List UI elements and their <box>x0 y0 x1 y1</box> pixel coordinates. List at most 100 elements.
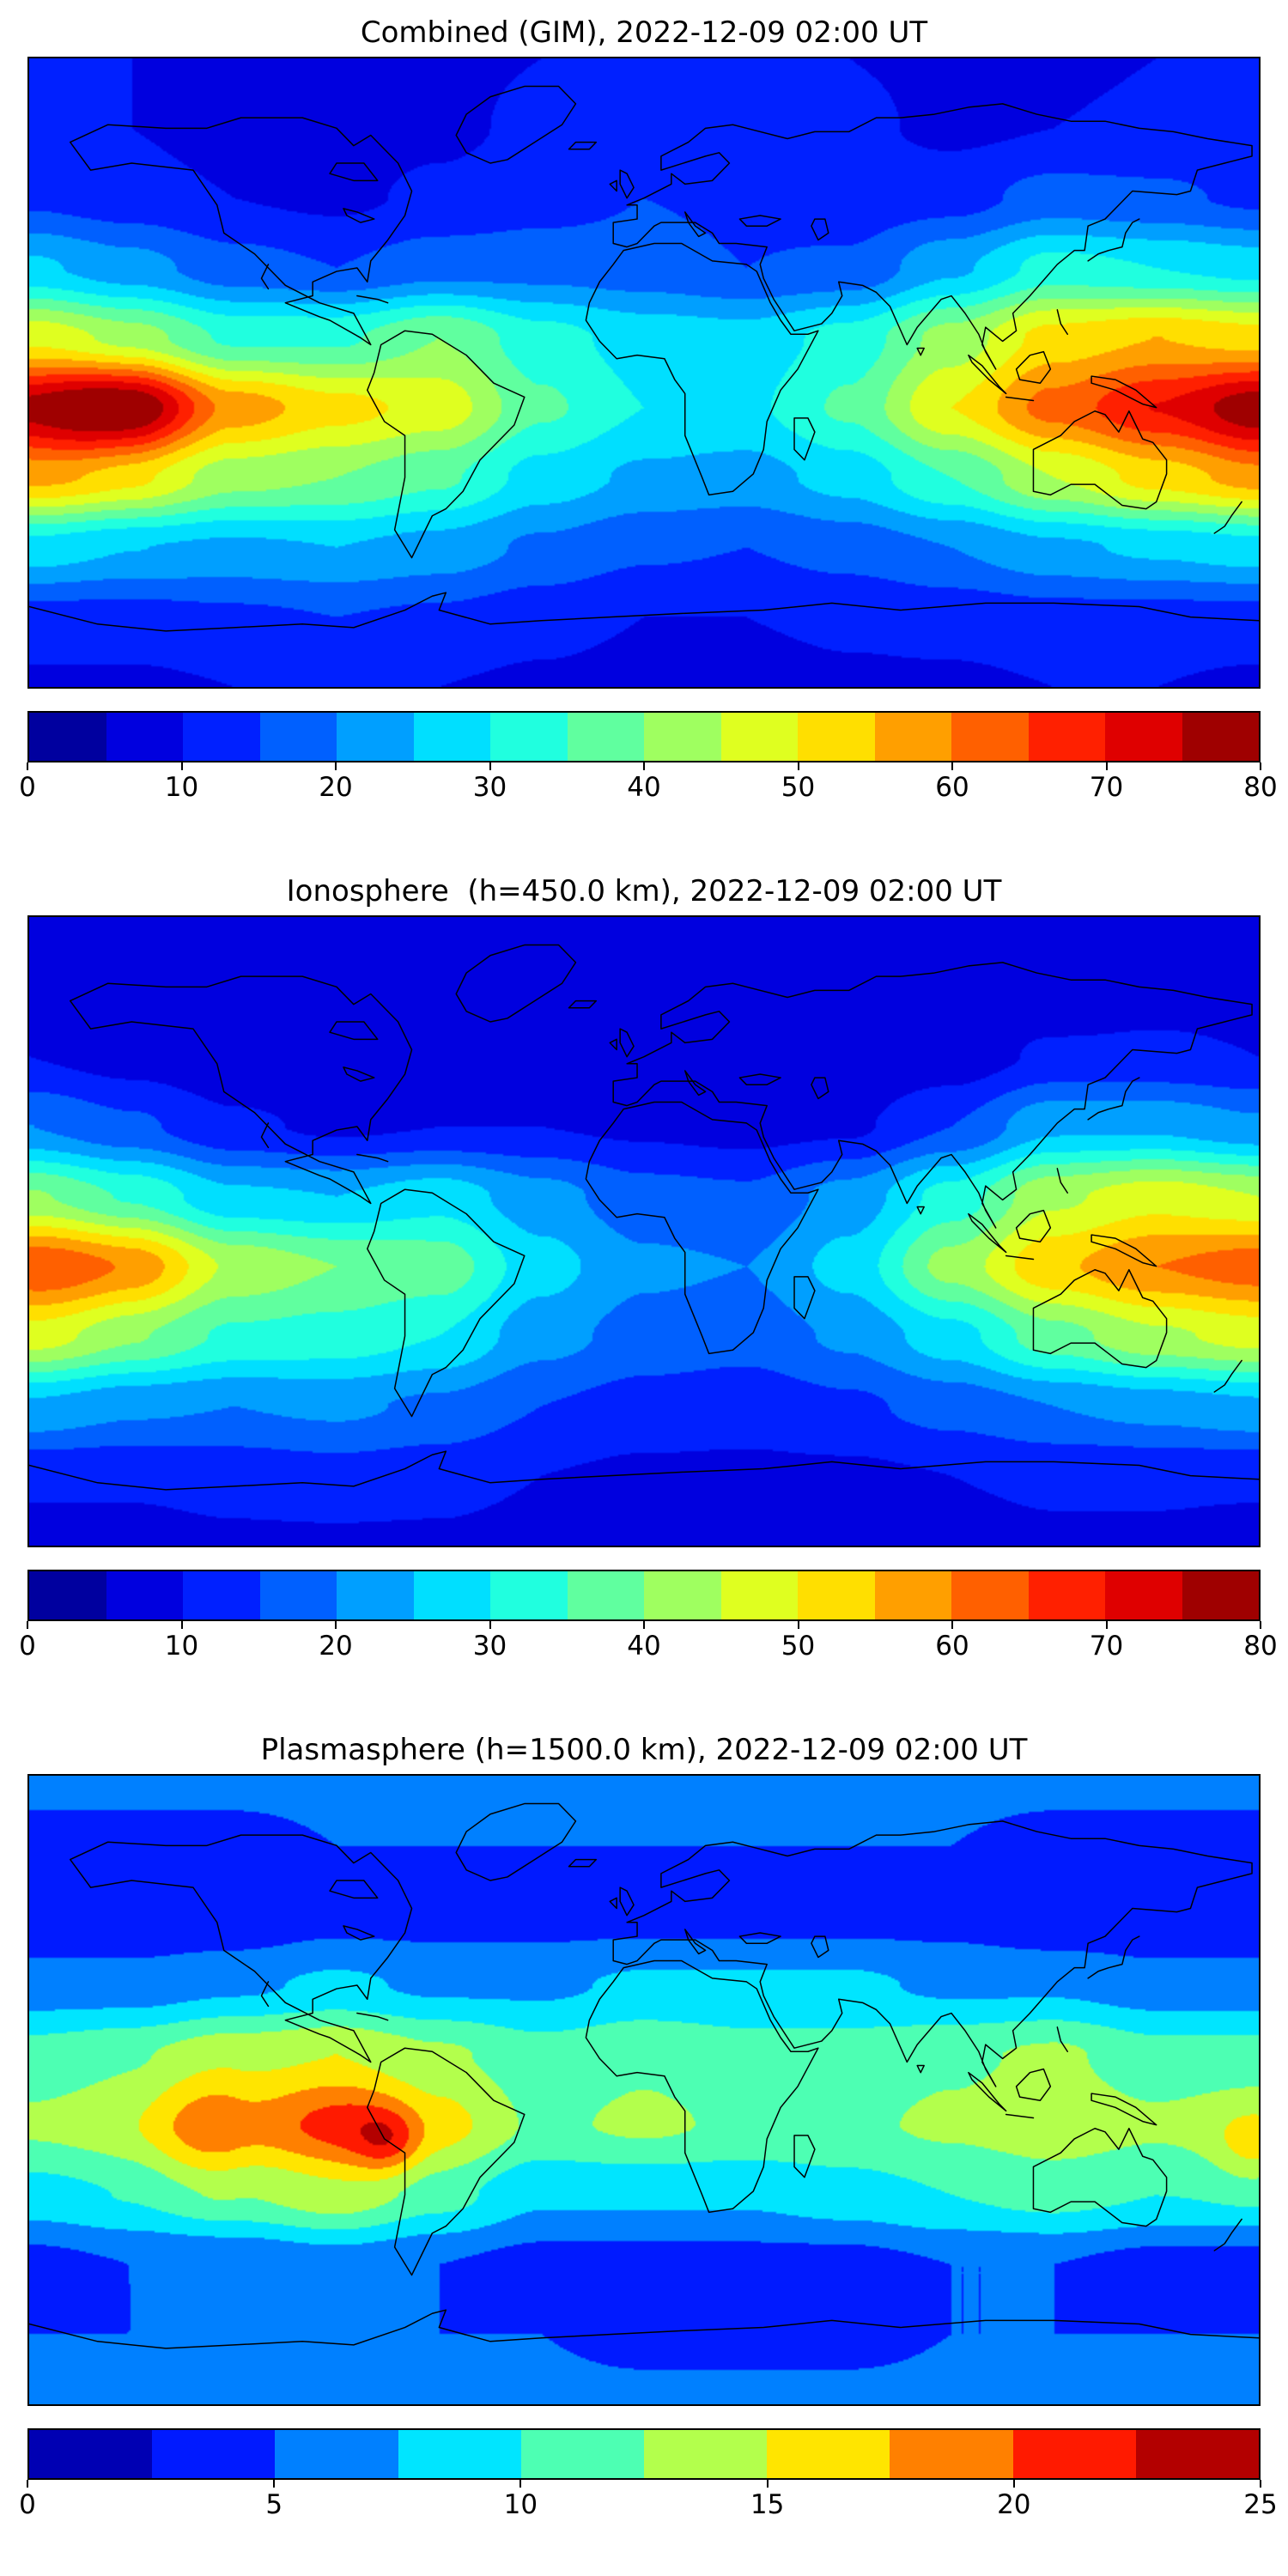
coastline-path <box>685 212 706 236</box>
coastline-path <box>739 1933 781 1943</box>
colorbar-gradient <box>29 1571 1259 1619</box>
coastlines-overlay <box>29 58 1259 687</box>
coastline-path <box>586 1103 817 1354</box>
colorbar-tick <box>643 762 645 770</box>
colorbar-tick-label: 10 <box>164 772 199 803</box>
colorbar-tick-label: 70 <box>1089 1631 1124 1662</box>
colorbar-tick <box>951 762 953 770</box>
colorbar-tick-label: 10 <box>164 1631 199 1662</box>
colorbar-tick-label: 20 <box>319 1631 353 1662</box>
colorbar-tick <box>797 1621 799 1629</box>
colorbar-ionosphere <box>27 1570 1261 1621</box>
coastline-path <box>368 1189 525 1416</box>
colorbar-tick-label: 10 <box>503 2489 538 2520</box>
coastline-path <box>1091 2093 1157 2125</box>
colorbar-tick <box>335 762 337 770</box>
coastline-path <box>261 1982 268 2006</box>
coastline-path <box>794 2136 815 2178</box>
colorbar-tick-label: 0 <box>19 1631 36 1662</box>
coastline-path <box>739 216 781 226</box>
colorbar-gradient <box>29 2430 1259 2478</box>
coastline-path <box>811 1078 829 1098</box>
colorbar-tick <box>27 1621 28 1629</box>
colorbar-tick-labels: 0 10 20 30 40 50 60 70 80 <box>19 762 1278 809</box>
colorbar-tick <box>1012 2480 1015 2488</box>
colorbar-tick-label: 5 <box>265 2489 283 2520</box>
colorbar-tick-label: 70 <box>1089 772 1124 803</box>
coastline-path <box>610 1039 617 1049</box>
coastline-path <box>1214 501 1242 533</box>
coastline-path <box>917 1207 924 1214</box>
world-map-combined <box>27 57 1261 689</box>
colorbar-tick <box>519 2480 522 2488</box>
coastline-path <box>1006 2114 1034 2117</box>
colorbar-tick <box>1260 2480 1261 2488</box>
tec-heatmap-canvas <box>29 58 1259 687</box>
colorbar-combined <box>27 711 1261 762</box>
panel-title-ionosphere: Ionosphere (h=450.0 km), 2022-12-09 02:0… <box>286 874 1002 908</box>
panel-ionosphere: Ionosphere (h=450.0 km), 2022-12-09 02:0… <box>0 859 1288 1717</box>
panel-title-plasmasphere: Plasmasphere (h=1500.0 km), 2022-12-09 0… <box>260 1733 1028 1767</box>
coastline-path <box>456 1804 575 1880</box>
coastline-path <box>1033 411 1166 509</box>
coastline-path <box>620 1029 634 1057</box>
coastline-path <box>456 945 575 1022</box>
colorbar-tick <box>643 1621 645 1629</box>
colorbar-plasmasphere <box>27 2428 1261 2480</box>
coastline-path <box>70 118 412 344</box>
colorbar-tick <box>1260 1621 1261 1629</box>
coastline-path <box>343 209 374 222</box>
coastline-path <box>1214 2219 1242 2251</box>
tec-heatmap-canvas <box>29 917 1259 1546</box>
coastline-path <box>1088 1936 1139 1978</box>
coastline-path <box>620 170 634 198</box>
coastline-path <box>586 244 817 495</box>
coastline-path <box>739 1074 781 1084</box>
coastline-path <box>343 1067 374 1081</box>
coastline-path <box>29 592 1259 631</box>
coastline-path <box>620 1887 634 1916</box>
coastline-path <box>613 963 1252 1228</box>
coastline-path <box>568 1001 596 1008</box>
colorbar-tick <box>1105 1621 1108 1629</box>
coastline-path <box>917 349 924 355</box>
colorbar-tick-labels: 0 10 20 30 40 50 60 70 80 <box>19 1621 1278 1668</box>
coastline-path <box>811 219 829 240</box>
coastline-path <box>811 1936 829 1957</box>
coastline-path <box>330 1880 378 1898</box>
colorbar-tick <box>180 1621 183 1629</box>
panel-title-combined: Combined (GIM), 2022-12-09 02:00 UT <box>360 15 928 50</box>
colorbar-tick-label: 20 <box>319 772 353 803</box>
coastline-path <box>969 1214 1006 1253</box>
panel-combined-gim: Combined (GIM), 2022-12-09 02:00 UT 0 10 2… <box>0 0 1288 859</box>
coastline-path <box>610 180 617 191</box>
coastline-path <box>1006 397 1034 400</box>
coastline-path <box>685 1929 706 1953</box>
coastline-path <box>613 1821 1252 2087</box>
colorbar-tick-label: 40 <box>627 1631 661 1662</box>
world-map-ionosphere <box>27 915 1261 1547</box>
colorbar-gradient <box>29 713 1259 761</box>
coastline-path <box>357 1155 388 1162</box>
coastline-path <box>1033 2129 1166 2227</box>
coastline-path <box>368 2048 525 2275</box>
coastline-path <box>610 1898 617 1908</box>
coastline-path <box>330 163 378 180</box>
colorbar-tick-label: 20 <box>997 2489 1031 2520</box>
colorbar-tick <box>27 2480 28 2488</box>
coastline-path <box>1017 352 1051 384</box>
coastlines-overlay <box>29 1776 1259 2404</box>
colorbar-tick-label: 50 <box>781 772 816 803</box>
world-map-plasmasphere <box>27 1774 1261 2406</box>
coastline-path <box>261 264 268 289</box>
colorbar-tick <box>951 1621 953 1629</box>
coastline-path <box>1033 1270 1166 1368</box>
coastline-path <box>29 2310 1259 2348</box>
coastline-path <box>1214 1360 1242 1392</box>
coastline-path <box>29 1451 1259 1490</box>
panel-plasmasphere: Plasmasphere (h=1500.0 km), 2022-12-09 0… <box>0 1717 1288 2576</box>
coastline-path <box>1017 1211 1051 1242</box>
colorbar-tick-label: 50 <box>781 1631 816 1662</box>
colorbar-tick <box>489 1621 491 1629</box>
